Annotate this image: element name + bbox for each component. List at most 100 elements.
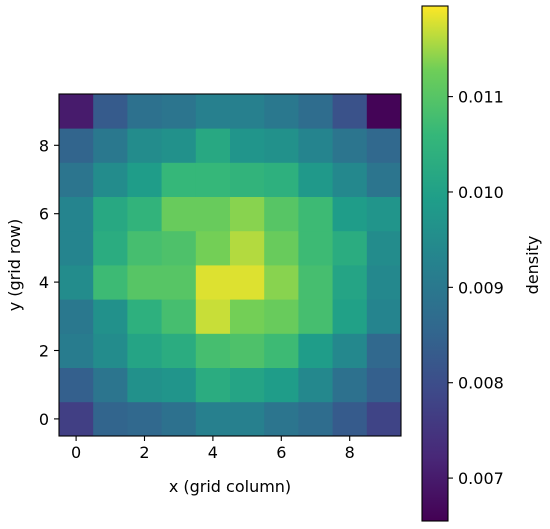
heatmap-cell [127, 94, 162, 129]
colorbar-label: density [523, 236, 542, 295]
heatmap-cell [59, 196, 94, 232]
heatmap-cell [366, 162, 402, 197]
heatmap-cell [59, 162, 94, 197]
heatmap-cell [332, 162, 368, 197]
heatmap-cell [366, 299, 402, 334]
colorbar-tick-label: 0.009 [458, 278, 504, 297]
y-axis-ticks: 0 2 4 6 8 [39, 136, 59, 429]
heatmap-cell [332, 333, 368, 368]
heatmap-cell [230, 265, 265, 300]
heatmap-cell [264, 265, 299, 300]
heatmap-cell [161, 230, 197, 266]
heatmap-cell [366, 333, 402, 368]
heatmap-cell [59, 230, 94, 266]
heatmap-cell [264, 299, 299, 334]
heatmap-cell [298, 94, 333, 129]
heatmap-cell [230, 367, 265, 403]
heatmap-cell [298, 196, 333, 232]
heatmap-cell [332, 299, 368, 334]
heatmap-cell [161, 265, 197, 300]
heatmap-cell [161, 196, 197, 232]
heatmap-cell [264, 162, 299, 197]
heatmap-cell [161, 367, 197, 403]
heatmap-cell [59, 265, 94, 300]
plot-frame [58, 93, 402, 437]
x-axis-ticks: 0 2 4 6 8 [71, 436, 355, 462]
heatmap-cell [59, 401, 94, 437]
heatmap-cell [93, 162, 128, 197]
heatmap-cell [195, 94, 231, 129]
heatmap-cell [127, 333, 162, 368]
heatmap-cell [127, 230, 162, 266]
heatmap-cell [127, 128, 162, 163]
colorbar-tick-label: 0.008 [458, 374, 504, 393]
heatmap-cell [264, 196, 299, 232]
heatmap-cell [195, 299, 231, 334]
heatmap-cell [366, 196, 402, 232]
heatmap-cell [161, 94, 197, 129]
heatmap-cell [230, 299, 265, 334]
x-tick-label: 8 [345, 443, 355, 462]
heatmap-cell [93, 230, 128, 266]
heatmap-cell [127, 265, 162, 300]
heatmap-cell [298, 128, 333, 163]
heatmap-cell [59, 299, 94, 334]
heatmap-cell [127, 299, 162, 334]
heatmap-cells [59, 94, 402, 437]
heatmap-cell [59, 367, 94, 403]
heatmap-cell [195, 162, 231, 197]
heatmap-cell [366, 367, 402, 403]
heatmap-cell [230, 230, 265, 266]
heatmap-cell [332, 265, 368, 300]
heatmap-cell [59, 333, 94, 368]
heatmap-cell [93, 299, 128, 334]
colorbar-tick-label: 0.010 [458, 183, 504, 202]
heatmap-cell [195, 333, 231, 368]
heatmap-cell [161, 401, 197, 437]
heatmap-cell [332, 367, 368, 403]
heatmap-cell [298, 230, 333, 266]
x-tick-label: 2 [139, 443, 149, 462]
heatmap-cell [230, 196, 265, 232]
heatmap-cell [230, 401, 265, 437]
heatmap-cell [195, 196, 231, 232]
colorbar-ticks: 0.007 0.008 0.009 0.010 0.011 [448, 88, 504, 488]
y-tick-label: 8 [39, 136, 49, 155]
heatmap-cell [298, 333, 333, 368]
heatmap-cell [264, 333, 299, 368]
heatmap-cell [264, 401, 299, 437]
heatmap-cell [298, 162, 333, 197]
heatmap-cell [298, 299, 333, 334]
heatmap-cell [332, 128, 368, 163]
colorbar-tick-label: 0.011 [458, 88, 504, 107]
heatmap-cell [230, 128, 265, 163]
heatmap-cell [195, 128, 231, 163]
colorbar-tick-label: 0.007 [458, 469, 504, 488]
heatmap-cell [93, 367, 128, 403]
x-axis-label: x (grid column) [169, 477, 291, 496]
heatmap-cell [264, 94, 299, 129]
heatmap-cell [332, 94, 368, 129]
heatmap-cell [366, 401, 402, 437]
y-tick-label: 0 [39, 410, 49, 429]
heatmap-cell [195, 230, 231, 266]
heatmap-cell [161, 333, 197, 368]
heatmap-cell [332, 196, 368, 232]
heatmap-cell [59, 94, 94, 129]
heatmap-cell [161, 128, 197, 163]
heatmap-cell [230, 162, 265, 197]
heatmap-cell [127, 401, 162, 437]
heatmap-cell [195, 401, 231, 437]
heatmap-cell [230, 94, 265, 129]
heatmap-cell [195, 265, 231, 300]
heatmap-cell [93, 94, 128, 129]
heatmap-cell [332, 401, 368, 437]
x-tick-label: 6 [276, 443, 286, 462]
x-tick-label: 4 [208, 443, 218, 462]
heatmap-cell [93, 265, 128, 300]
x-tick-label: 0 [71, 443, 81, 462]
heatmap-cell [264, 230, 299, 266]
heatmap-cell [298, 401, 333, 437]
y-tick-label: 6 [39, 205, 49, 224]
